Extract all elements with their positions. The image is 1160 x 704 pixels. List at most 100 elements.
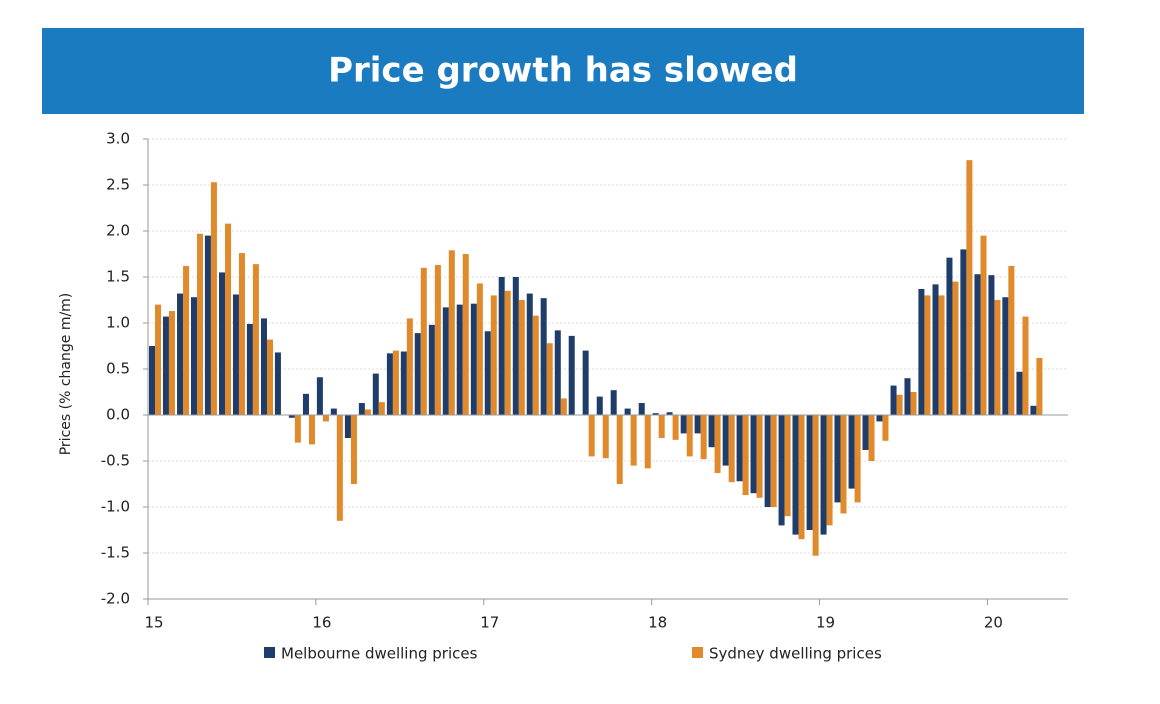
bar: [252, 264, 259, 415]
bar: [680, 415, 687, 434]
bar: [302, 393, 309, 415]
bar: [288, 415, 295, 418]
bar: [890, 385, 897, 415]
bar: [1030, 405, 1037, 415]
bar: [568, 335, 575, 415]
bar: [225, 223, 232, 415]
bar: [532, 315, 539, 415]
bar: [826, 415, 833, 526]
bar: [812, 415, 819, 556]
bar: [708, 415, 715, 448]
y-tick-label: -1.5: [101, 544, 130, 562]
bar: [546, 343, 553, 415]
bar: [434, 265, 441, 415]
bar: [624, 408, 631, 415]
y-tick-label: 2.0: [106, 222, 130, 240]
bar: [294, 415, 301, 443]
bar: [638, 403, 645, 415]
bar: [322, 415, 329, 422]
bar: [868, 415, 875, 461]
bar: [792, 415, 799, 535]
bar: [974, 274, 981, 415]
bar: [462, 254, 469, 415]
bar: [162, 316, 169, 415]
bar: [428, 324, 435, 415]
bar: [358, 403, 365, 415]
bar: [630, 415, 637, 466]
x-tick-label: 19: [816, 614, 835, 632]
bar: [742, 415, 749, 496]
bar: [806, 415, 813, 530]
bar: [722, 415, 729, 466]
y-tick-label: 0.5: [106, 360, 130, 378]
bar: [834, 415, 841, 503]
bar: [1022, 316, 1029, 415]
bar: [554, 330, 561, 415]
bar: [316, 377, 323, 415]
bar: [938, 295, 945, 415]
bar: [596, 396, 603, 415]
bar: [882, 415, 889, 441]
bar: [378, 402, 385, 415]
legend-label: Sydney dwelling prices: [709, 645, 882, 663]
bar: [798, 415, 805, 540]
bar: [644, 415, 651, 469]
bar: [764, 415, 771, 507]
bar: [700, 415, 707, 460]
x-tick-label: 16: [312, 614, 331, 632]
bar: [686, 415, 693, 457]
bar: [750, 415, 757, 494]
x-tick-label: 15: [144, 614, 163, 632]
bar: [1016, 371, 1023, 415]
bar: [932, 284, 939, 415]
bar: [778, 415, 785, 526]
bar: [149, 346, 156, 415]
bar: [610, 390, 617, 415]
bar: [840, 415, 847, 514]
bar: [910, 392, 917, 415]
chart-title: Price growth has slowed: [328, 51, 798, 91]
y-tick-label: 0.0: [106, 406, 130, 424]
y-tick-label: 3.0: [106, 130, 130, 148]
bar: [784, 415, 791, 517]
bar: [694, 415, 701, 434]
y-tick-label: -1.0: [101, 498, 130, 516]
bar: [862, 415, 869, 450]
bar: [392, 350, 399, 415]
bar: [854, 415, 861, 503]
bar: [616, 415, 623, 484]
bar: [960, 249, 967, 415]
bar: [204, 235, 211, 415]
legend-swatch: [264, 647, 275, 658]
y-axis-label: Prices (% change m/m): [58, 293, 74, 456]
bar: [756, 415, 763, 498]
bar: [540, 298, 547, 415]
bar: [672, 415, 679, 440]
bar: [666, 412, 673, 415]
bar: [476, 283, 483, 415]
x-tick-label: 20: [984, 614, 1003, 632]
bar: [364, 409, 371, 415]
bar: [246, 323, 253, 415]
bar: [210, 182, 217, 415]
x-tick-label: 17: [480, 614, 499, 632]
bar: [602, 415, 609, 459]
bar: [386, 353, 393, 415]
bar: [714, 415, 721, 473]
bar: [470, 303, 477, 415]
x-tick-label: 18: [648, 614, 667, 632]
bar: [728, 415, 735, 483]
bar: [658, 415, 665, 438]
y-tick-label: -2.0: [101, 590, 130, 608]
bar: [994, 300, 1001, 415]
bar: [336, 415, 343, 521]
y-tick-label: -0.5: [101, 452, 130, 470]
bar: [526, 293, 533, 415]
bar: [918, 288, 925, 415]
bar: [952, 281, 959, 415]
bar: [420, 267, 427, 415]
bar: [582, 350, 589, 415]
bar: [904, 378, 911, 415]
bar: [442, 307, 449, 415]
